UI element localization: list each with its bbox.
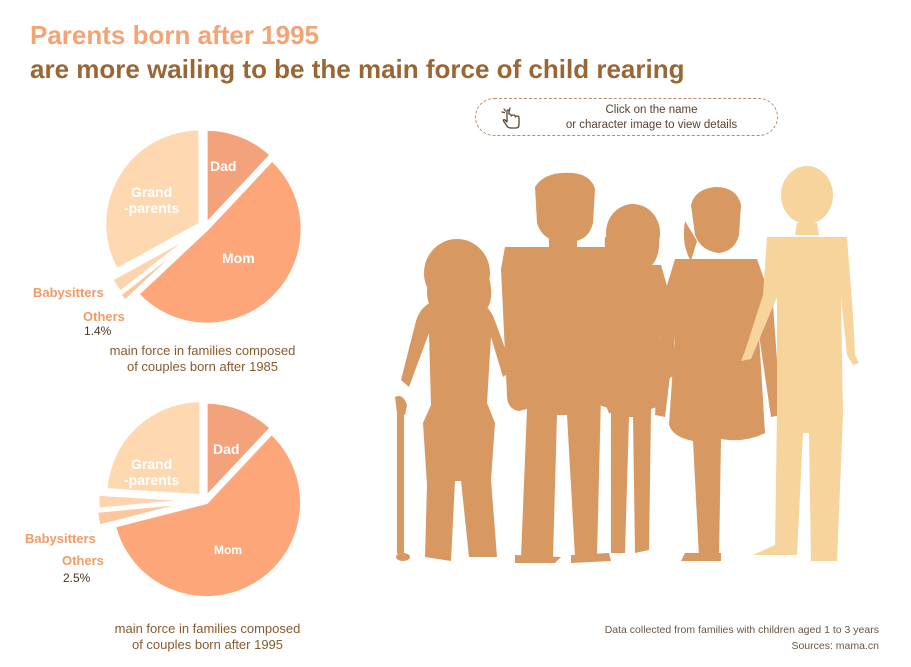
label-babysitters-1995[interactable]: Babysitters xyxy=(25,531,96,546)
label-grandparents-1995[interactable]: Grand -parents xyxy=(124,456,180,488)
label-grandparents-1985[interactable]: Grand -parents xyxy=(124,184,180,216)
hint-line-1: Click on the name xyxy=(605,104,698,116)
pointer-hand-icon xyxy=(501,107,520,129)
others-value-1995: 2.5% xyxy=(63,571,91,585)
title-line-1: Parents born after 1995 xyxy=(30,20,320,50)
label-dad-1985[interactable]: Dad xyxy=(210,158,237,174)
grandmother-figure[interactable] xyxy=(395,239,513,561)
label-dad-1995[interactable]: Dad xyxy=(213,441,240,457)
caption-1995: main force in families composed of coupl… xyxy=(114,621,301,652)
hint-line-2: or character image to view details xyxy=(565,119,738,131)
pie-slice-mom[interactable] xyxy=(136,158,304,326)
pie-slice-dad[interactable] xyxy=(204,127,273,226)
label-others-1995[interactable]: Others xyxy=(62,553,104,568)
label-babysitters-1985[interactable]: Babysitters xyxy=(33,285,104,300)
pie-slice-others[interactable] xyxy=(95,500,193,528)
pie-slice-dad[interactable] xyxy=(204,400,273,499)
pie-slice-grandparents[interactable] xyxy=(103,127,202,272)
label-others-1985[interactable]: Others xyxy=(83,309,125,324)
hint-text: Click on the name or character image to … xyxy=(536,103,767,133)
title-line-2: are more wailing to be the main force of… xyxy=(30,54,685,84)
label-mom-1985[interactable]: Mom xyxy=(222,250,255,266)
father-figure[interactable] xyxy=(655,187,781,561)
pie-slice-grandparents[interactable] xyxy=(104,399,203,498)
label-mom-1995[interactable]: Mom xyxy=(214,543,242,557)
pie-slice-babysitters[interactable] xyxy=(110,232,197,294)
pie-slice-mom[interactable] xyxy=(113,431,303,600)
others-value-1985: 1.4% xyxy=(84,324,112,338)
footer-note: Data collected from families with childr… xyxy=(604,624,879,636)
hint-box: Click on the name or character image to … xyxy=(475,98,778,136)
pie-chart-1985 xyxy=(103,127,304,326)
pie-slice-others[interactable] xyxy=(118,234,196,303)
footer-source: Sources: mama.cn xyxy=(791,640,879,652)
grandfather-figure[interactable] xyxy=(501,172,621,563)
mother-figure[interactable] xyxy=(741,166,859,561)
family-silhouettes xyxy=(395,166,859,563)
child-figure[interactable] xyxy=(583,204,677,553)
pie-chart-1995 xyxy=(95,399,303,600)
caption-1985: main force in families composed of coupl… xyxy=(109,343,296,374)
pie-slice-babysitters[interactable] xyxy=(96,492,195,511)
